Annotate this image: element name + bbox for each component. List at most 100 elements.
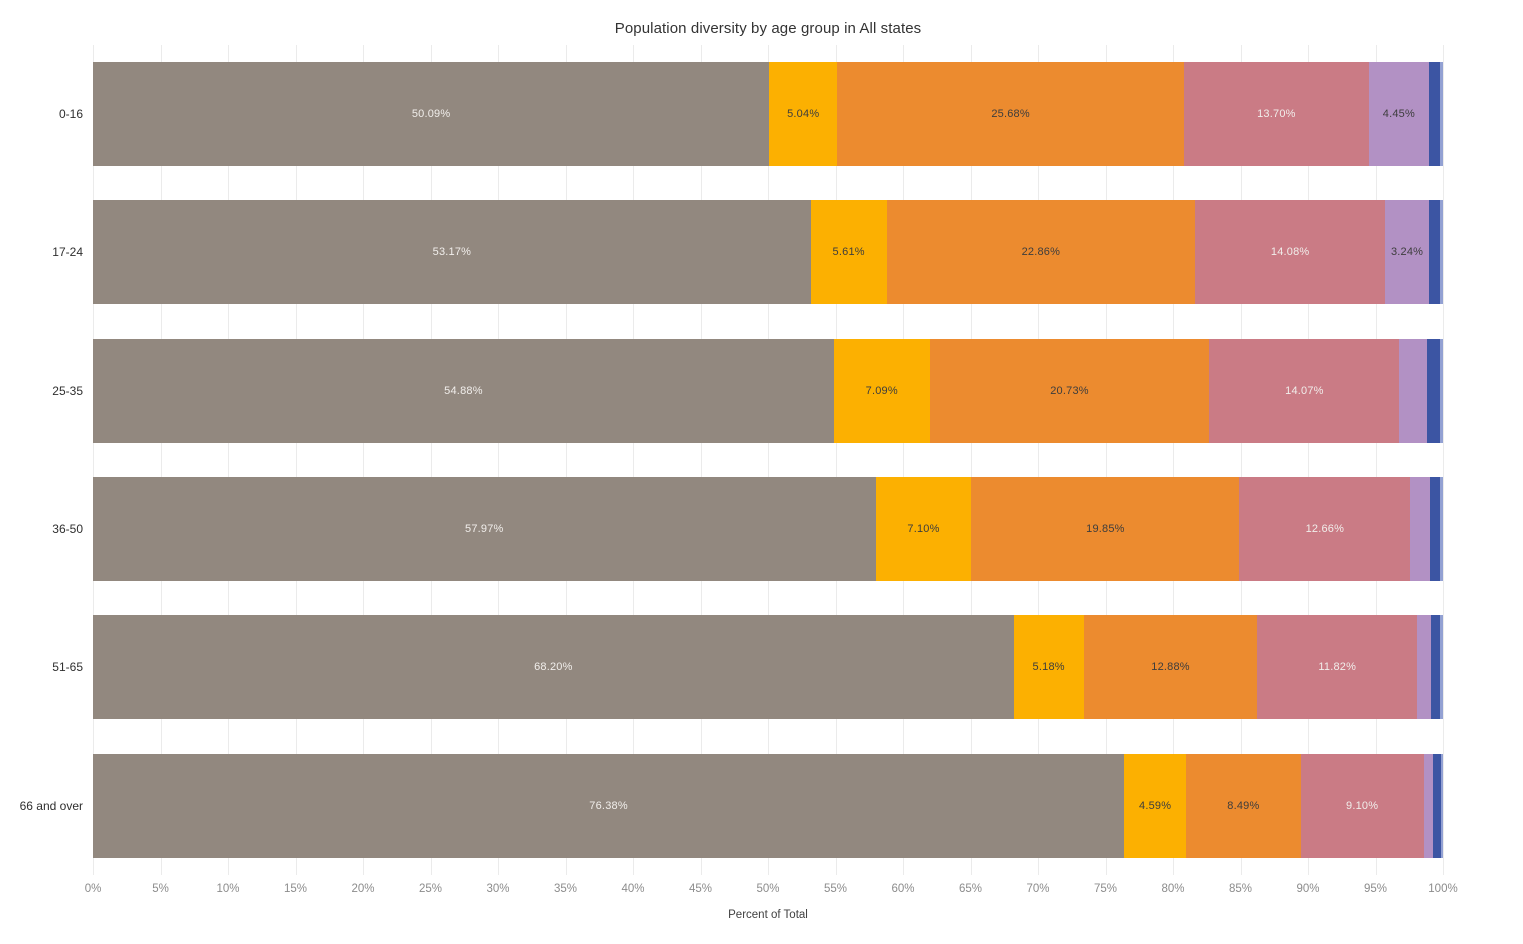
x-tick-label: 80% [1161,883,1185,895]
x-tick-label: 30% [486,883,510,895]
segment-label: 20.73% [1050,384,1089,397]
bar-segment-amber[interactable]: 5.04% [769,62,838,167]
y-axis-label: 17-24 [52,245,83,260]
bar-segment-lavender[interactable] [1410,477,1430,582]
x-tick-label: 90% [1296,883,1320,895]
bar-segment-gray[interactable]: 76.38% [93,753,1125,858]
gridline [903,45,904,875]
bar-segment-orange[interactable]: 19.85% [971,477,1240,582]
x-tick-label: 50% [756,883,780,895]
gridline [1105,45,1107,875]
bar-row: 53.17% 5.61% 22.86% 14.08% 3.24% [93,183,1443,321]
gridline [93,45,94,875]
segment-label: 76.38% [589,799,628,812]
bar-segment-rose[interactable]: 13.70% [1183,62,1369,167]
bar-segment-orange[interactable]: 22.86% [886,200,1196,305]
x-tick-label: 75% [1093,883,1118,895]
bar-segment-periwinkle[interactable] [1440,753,1443,858]
segment-label: 14.07% [1285,384,1324,397]
segment-label: 7.10% [907,523,940,536]
bar-segment-navy[interactable] [1427,338,1440,443]
gridline [1443,45,1444,875]
gridline [565,45,567,875]
segment-label: 14.08% [1270,246,1310,259]
bar-segment-lavender[interactable] [1423,753,1433,858]
bar-segment-gray[interactable]: 57.97% [93,477,876,582]
bar-segment-amber[interactable]: 7.09% [833,338,930,443]
segment-label: 53.17% [432,246,472,259]
segment-label: 4.45% [1382,108,1415,121]
bar-segment-lavender[interactable] [1417,615,1431,720]
x-tick-label: 25% [418,883,443,895]
bar-segment-rose[interactable]: 11.82% [1257,615,1418,720]
gridline [1038,45,1039,875]
bar-segment-rose[interactable]: 14.08% [1195,200,1386,305]
x-tick-label: 45% [688,883,713,895]
x-tick-label: 20% [351,883,375,895]
bar-segment-periwinkle[interactable] [1440,477,1443,582]
bar-segment-orange[interactable]: 12.88% [1083,615,1258,720]
bar-segment-amber[interactable]: 7.10% [875,477,972,582]
segment-label: 5.04% [787,108,820,121]
bar-segment-orange[interactable]: 20.73% [929,338,1210,443]
gridline [1173,45,1174,875]
segment-label: 22.86% [1021,246,1061,259]
bar-segment-navy[interactable] [1432,753,1441,858]
bar-segment-gray[interactable]: 68.20% [93,615,1014,720]
bar-segment-rose[interactable]: 9.10% [1300,753,1424,858]
y-axis-label: 66 and over [19,798,83,813]
bar-rows: 50.09% 5.04% 25.68% 13.70% 4.45% 53.17% 5.61% 2… [93,45,1443,875]
bar-segment-orange[interactable]: 25.68% [837,62,1184,167]
x-tick-label: 35% [553,883,578,895]
segment-label: 12.66% [1305,523,1345,536]
x-axis-title: Percent of Total [728,909,808,921]
gridline [1375,45,1377,875]
y-axis-label: 0-16 [58,107,83,122]
segment-label: 5.18% [1032,661,1065,674]
stacked-bar: 50.09% 5.04% 25.68% 13.70% 4.45% [93,62,1443,167]
x-tick-label: 95% [1363,883,1388,895]
bar-segment-lavender[interactable]: 3.24% [1385,200,1429,305]
gridline [160,45,162,875]
gridline [363,45,364,875]
bar-segment-navy[interactable] [1428,62,1440,167]
gridline [1240,45,1242,875]
bar-segment-periwinkle[interactable] [1440,200,1443,305]
gridline [835,45,837,875]
bar-segment-gray[interactable]: 54.88% [93,338,834,443]
bar-row: 76.38% 4.59% 8.49% 9.10% [93,737,1443,875]
segment-label: 50.09% [411,108,451,121]
bar-segment-amber[interactable]: 4.59% [1124,753,1187,858]
bar-segment-orange[interactable]: 8.49% [1186,753,1301,858]
x-tick-label: 0% [84,883,102,895]
bar-segment-navy[interactable] [1429,477,1441,582]
plot-area: 50.09% 5.04% 25.68% 13.70% 4.45% 53.17% 5.61% 2… [93,45,1444,875]
segment-label: 19.85% [1086,523,1125,536]
bar-segment-amber[interactable]: 5.18% [1013,615,1084,720]
bar-segment-rose[interactable]: 12.66% [1239,477,1411,582]
x-tick-label: 10% [216,883,240,895]
stacked-bar: 53.17% 5.61% 22.86% 14.08% 3.24% [93,200,1443,305]
bar-segment-gray[interactable]: 53.17% [93,200,811,305]
bar-segment-periwinkle[interactable] [1439,62,1443,167]
gridline [970,45,972,875]
bar-segment-amber[interactable]: 5.61% [810,200,887,305]
bar-row: 54.88% 7.09% 20.73% 14.07% [93,322,1443,460]
bar-segment-periwinkle[interactable] [1440,615,1443,720]
segment-label: 13.70% [1257,108,1296,121]
bar-segment-lavender[interactable] [1399,338,1428,443]
bar-segment-gray[interactable]: 50.09% [93,62,770,167]
bar-segment-lavender[interactable]: 4.45% [1368,62,1429,167]
bar-segment-navy[interactable] [1430,615,1441,720]
x-tick-label: 5% [152,883,169,895]
bar-segment-rose[interactable]: 14.07% [1209,338,1400,443]
segment-label: 4.59% [1139,799,1172,812]
stacked-bar: 68.20% 5.18% 12.88% 11.82% [93,615,1443,720]
segment-label: 11.82% [1318,661,1357,674]
segment-label: 57.97% [465,523,504,536]
gridline [1308,45,1309,875]
bar-segment-periwinkle[interactable] [1439,338,1443,443]
segment-label: 8.49% [1227,799,1260,812]
bar-segment-navy[interactable] [1428,200,1440,305]
